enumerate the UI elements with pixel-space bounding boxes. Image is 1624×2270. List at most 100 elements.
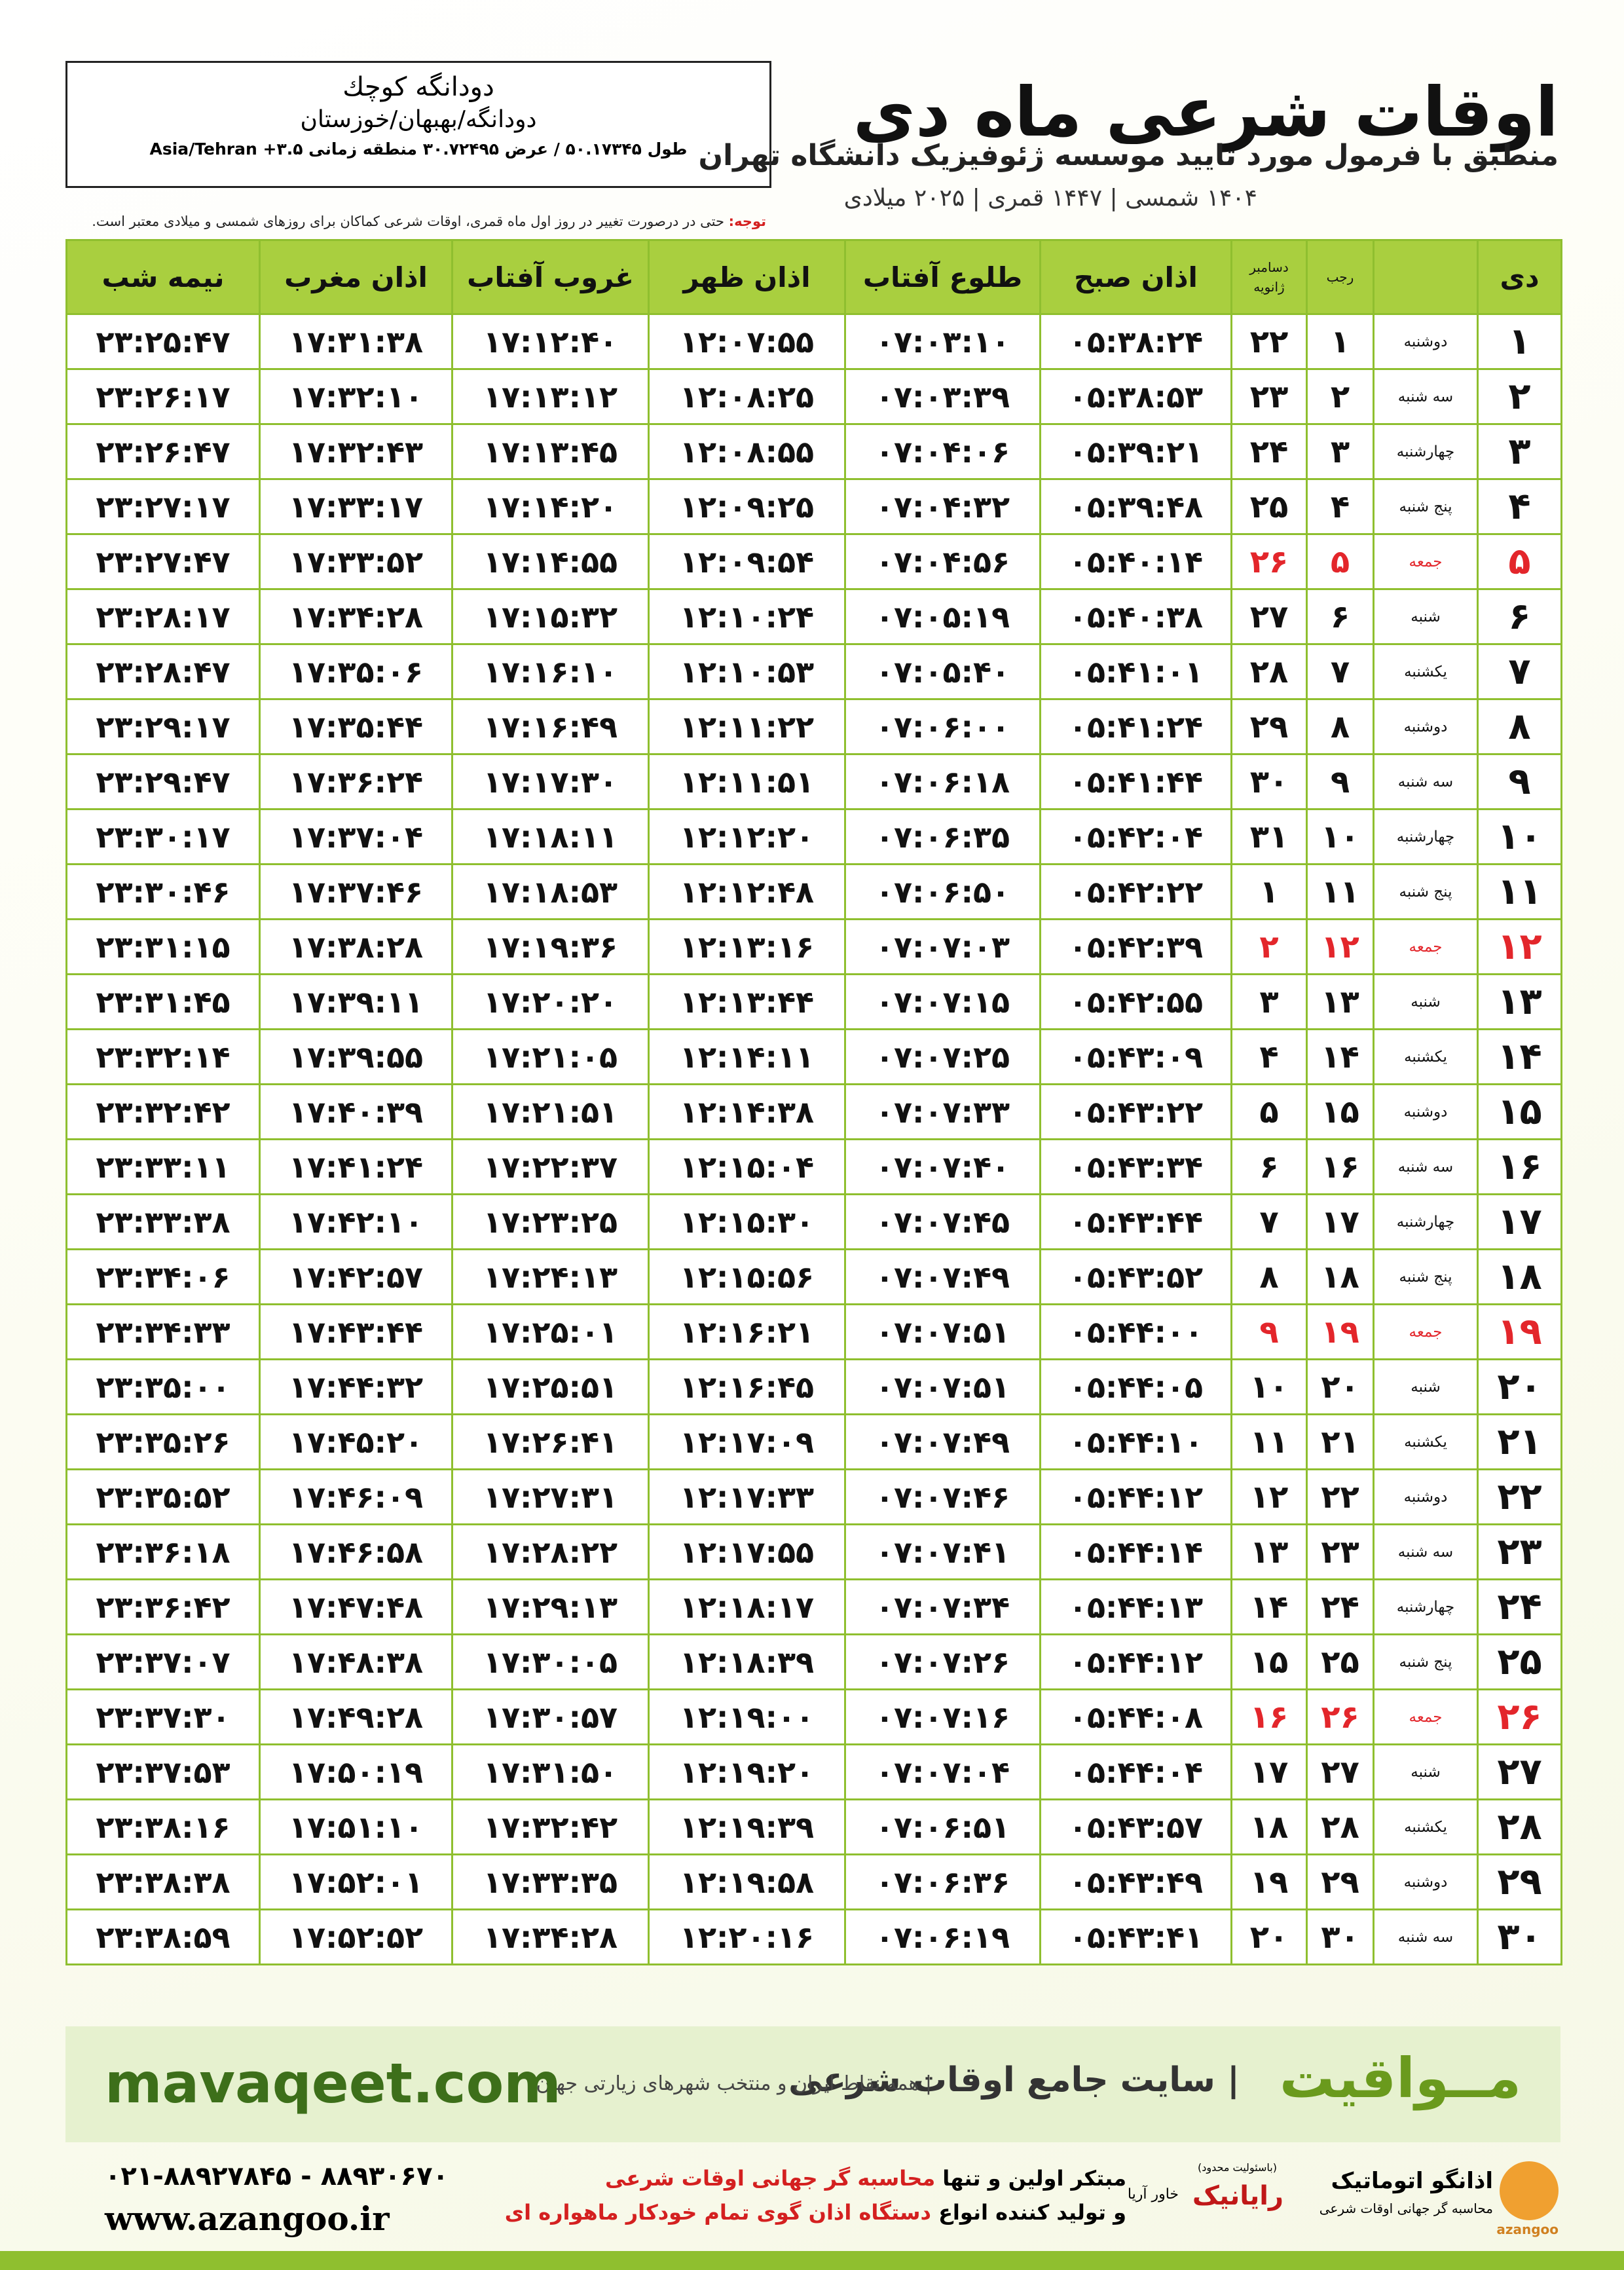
table-cell: ۳ [1477, 423, 1562, 480]
table-cell: ۸ [1477, 698, 1562, 755]
header-cell: اذان مغرب [259, 239, 453, 315]
table-cell: ۲۳:۳۳:۱۱ [65, 1138, 261, 1195]
blurb-text: و تولید کننده انواع [938, 2200, 1126, 2225]
table-cell: ۰۵:۴۳:۵۲ [1039, 1248, 1232, 1305]
table-cell: ۱۲:۱۷:۳۳ [648, 1468, 846, 1525]
table-cell: ۲۳:۳۲:۴۲ [65, 1083, 261, 1140]
table-cell: ۱۵ [1230, 1633, 1308, 1690]
table-row: ۱۰ چهارشنبه ۱۰ ۳۱ ۰۵:۴۲:۰۴ ۰۷:۰۶:۳۵ ۱۲:۱۲:۲۰ ۱۷… [65, 808, 1562, 865]
table-cell: ۰۷:۰۷:۱۶ [844, 1688, 1041, 1745]
header-cell: دسامبر ژانویه [1230, 239, 1308, 315]
table-cell: ۱۷:۱۲:۴۰ [451, 313, 650, 370]
table-cell: ۰۷:۰۷:۲۶ [844, 1633, 1041, 1690]
table-cell: ۰۵:۴۳:۴۴ [1039, 1193, 1232, 1250]
logo-icon [1500, 2161, 1559, 2220]
table-cell: ۰۵:۴۴:۱۲ [1039, 1633, 1232, 1690]
table-cell: ۱۶ [1477, 1138, 1562, 1195]
table-cell: ۲۳:۳۸:۵۹ [65, 1908, 261, 1965]
header-cell: نیمه شب [65, 239, 261, 315]
table-cell: ۰۵:۳۸:۲۴ [1039, 313, 1232, 370]
table-row: ۴ پنج شنبه ۴ ۲۵ ۰۵:۳۹:۴۸ ۰۷:۰۴:۳۲ ۱۲:۰۹:۲۵ ۱۷:۱… [65, 478, 1562, 535]
table-cell: ۲۵ [1230, 478, 1308, 535]
table-cell: ۱۲:۰۸:۵۵ [648, 423, 846, 480]
table-cell: ۱۲:۱۹:۵۸ [648, 1853, 846, 1910]
table-cell: ۰۷:۰۷:۵۱ [844, 1358, 1041, 1415]
table-row: ۲۲ دوشنبه ۲۲ ۱۲ ۰۵:۴۴:۱۲ ۰۷:۰۷:۴۶ ۱۲:۱۷:۳۳ ۱۷:۲… [65, 1468, 1562, 1525]
table-cell: ۸ [1306, 698, 1375, 755]
table-row: ۱ دوشنبه ۱ ۲۲ ۰۵:۳۸:۲۴ ۰۷:۰۳:۱۰ ۱۲:۰۷:۵۵ ۱۷:۱۲:… [65, 313, 1562, 370]
table-cell: ۱۷:۴۲:۱۰ [259, 1193, 453, 1250]
table-cell: دوشنبه [1373, 698, 1479, 755]
table-cell: ۲۰ [1230, 1908, 1308, 1965]
table-cell: ۰۵:۴۴:۱۳ [1039, 1578, 1232, 1635]
table-cell: ۴ [1306, 478, 1375, 535]
table-cell: ۱ [1477, 313, 1562, 370]
table-cell: ۲۶ [1477, 1688, 1562, 1745]
table-cell: ۰۵:۴۴:۱۰ [1039, 1413, 1232, 1470]
location-name: دودانگه کوچك [342, 72, 494, 102]
table-cell: ۱۷:۱۹:۳۶ [451, 918, 650, 975]
table-cell: ۱۷:۲۰:۲۰ [451, 973, 650, 1030]
header-cell: دی [1477, 239, 1562, 315]
table-cell: ۱۷:۱۳:۴۵ [451, 423, 650, 480]
table-cell: ۲۳:۳۰:۴۶ [65, 863, 261, 920]
table-cell: پنج شنبه [1373, 1248, 1479, 1305]
table-cell: ۱۲ [1306, 918, 1375, 975]
table-cell: پنج شنبه [1373, 863, 1479, 920]
table-cell: ۱۷:۲۱:۰۵ [451, 1028, 650, 1085]
subtitle: منطبق با فرمول مورد تایید موسسه ژئوفیزیک… [698, 139, 1559, 172]
table-cell: ۱۲:۱۰:۲۴ [648, 588, 846, 645]
table-cell: ۰۷:۰۳:۳۹ [844, 368, 1041, 425]
table-cell: ۲۳:۲۸:۱۷ [65, 588, 261, 645]
header-cell: غروب آفتاب [451, 239, 650, 315]
table-cell: ۰۵:۴۴:۱۴ [1039, 1523, 1232, 1580]
table-cell: ۰۵:۴۱:۲۴ [1039, 698, 1232, 755]
table-cell: ۱۷:۴۵:۲۰ [259, 1413, 453, 1470]
table-cell: ۱۷:۲۴:۱۳ [451, 1248, 650, 1305]
header-label: ژانویه [1253, 279, 1285, 295]
web-address[interactable]: www.azangoo.ir [105, 2199, 390, 2238]
table-cell: ۰۷:۰۴:۵۶ [844, 533, 1041, 590]
table-cell: ۲۳:۳۸:۳۸ [65, 1853, 261, 1910]
header-cell: اذان صبح [1039, 239, 1232, 315]
blurb-line: مبتکر اولین و تنها محاسبه گر جهانی اوقات… [505, 2161, 1126, 2195]
table-cell: ۷ [1306, 643, 1375, 700]
table-cell: ۷ [1477, 643, 1562, 700]
table-cell: ۰۵:۴۲:۰۴ [1039, 808, 1232, 865]
table-cell: ۱۷:۱۴:۵۵ [451, 533, 650, 590]
table-cell: ۸ [1230, 1248, 1308, 1305]
table-cell: ۹ [1230, 1303, 1308, 1360]
table-cell: ۲۱ [1477, 1413, 1562, 1470]
table-cell: ۱۲:۱۹:۳۹ [648, 1798, 846, 1855]
location-box: دودانگه کوچك دودانگه/بهبهان/خوزستان طول … [65, 61, 771, 188]
table-cell: ۱۷:۴۸:۳۸ [259, 1633, 453, 1690]
table-cell: ۱۰ [1230, 1358, 1308, 1415]
table-cell: ۹ [1477, 753, 1562, 810]
table-cell: ۱۷:۳۴:۲۸ [451, 1908, 650, 1965]
table-cell: ۱۷:۳۲:۴۲ [451, 1798, 650, 1855]
table-cell: ۰۵:۴۱:۴۴ [1039, 753, 1232, 810]
table-cell: ۲۱ [1306, 1413, 1375, 1470]
table-cell: ۲۳:۳۷:۵۳ [65, 1743, 261, 1800]
title: اوقات شرعی ماه دی [853, 72, 1559, 152]
table-cell: ۲۸ [1477, 1798, 1562, 1855]
table-cell: ۱۲:۱۸:۳۹ [648, 1633, 846, 1690]
table-row: ۱۷ چهارشنبه ۱۷ ۷ ۰۵:۴۳:۴۴ ۰۷:۰۷:۴۵ ۱۲:۱۵:۳۰ ۱۷:… [65, 1193, 1562, 1250]
table-cell: چهارشنبه [1373, 423, 1479, 480]
table-cell: دوشنبه [1373, 1853, 1479, 1910]
table-cell: ۰۷:۰۶:۰۰ [844, 698, 1041, 755]
table-cell: ۲۳:۲۹:۱۷ [65, 698, 261, 755]
phone: ۰۲۱-۸۸۹۲۷۸۴۵ - ۸۸۹۳۰۶۷۰ [105, 2161, 449, 2191]
table-cell: ۱۲:۱۸:۱۷ [648, 1578, 846, 1635]
table-cell: ۲۶ [1230, 533, 1308, 590]
table-cell: ۱۵ [1306, 1083, 1375, 1140]
blurb: مبتکر اولین و تنها محاسبه گر جهانی اوقات… [505, 2161, 1126, 2229]
table-cell: ۱ [1230, 863, 1308, 920]
table-cell: ۱۷:۴۱:۲۴ [259, 1138, 453, 1195]
table-cell: یکشنبه [1373, 1028, 1479, 1085]
site-url[interactable]: mavaqeet.com [105, 2051, 561, 2115]
table-cell: ۲۰ [1477, 1358, 1562, 1415]
table-cell: ۱۷:۴۰:۳۹ [259, 1083, 453, 1140]
table-cell: ۰۷:۰۴:۰۶ [844, 423, 1041, 480]
table-cell: ۱۷:۲۵:۵۱ [451, 1358, 650, 1415]
